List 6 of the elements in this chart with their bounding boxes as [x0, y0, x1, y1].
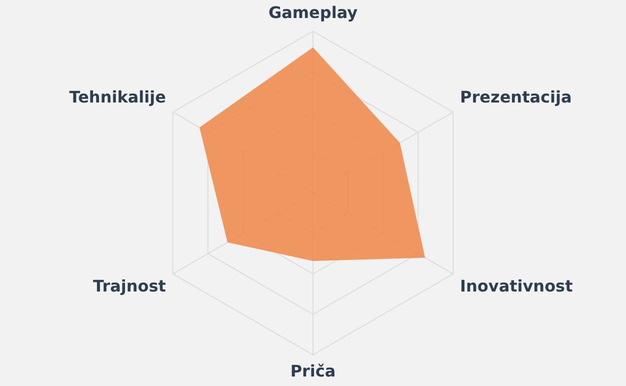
- spoke-label: Trajnost: [93, 276, 166, 296]
- spoke-label: Tehnikalije: [69, 88, 166, 107]
- spoke-label: Inovativnost: [460, 276, 574, 296]
- spoke-label: Prezentacija: [460, 88, 572, 107]
- spoke-label: Gameplay: [268, 2, 358, 22]
- spoke-label: Priča: [290, 362, 336, 381]
